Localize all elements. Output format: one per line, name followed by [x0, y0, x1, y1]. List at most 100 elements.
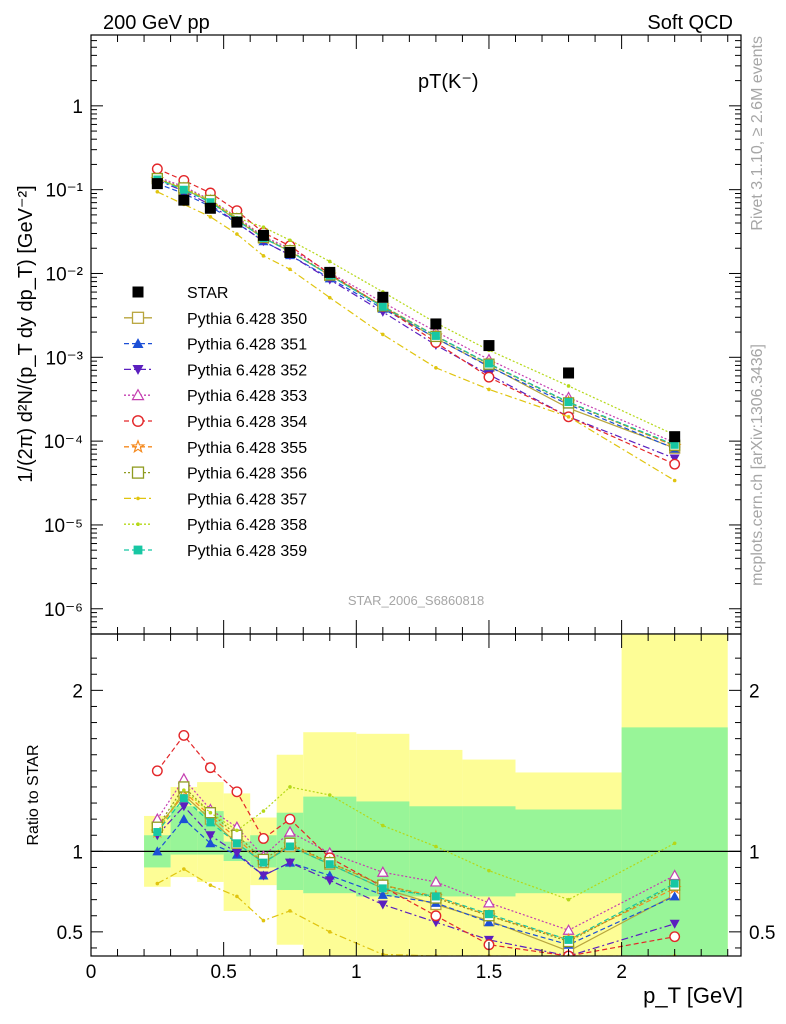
series-ratio-point	[669, 931, 681, 943]
ratio-y-tick-label: 2	[72, 681, 83, 702]
series-ratio-point	[327, 930, 332, 934]
series-ratio-point	[327, 793, 332, 797]
data-points	[151, 178, 681, 443]
series-ratio-point	[208, 883, 213, 887]
ratio-y-tick-label: 0.5	[57, 923, 83, 944]
series-ratio-point	[288, 785, 292, 789]
series-point	[669, 458, 681, 470]
series-ratio-point	[324, 876, 335, 886]
main-plot-area	[150, 163, 682, 483]
series-point	[261, 254, 266, 258]
series-ratio-point	[377, 900, 388, 910]
main-y-tick-label: 10⁻¹	[46, 181, 84, 202]
series-ratio-point	[431, 892, 440, 901]
analysis-watermark: STAR_2006_S6860818	[348, 593, 484, 608]
main-y-tick-label: 10⁻⁶	[44, 600, 83, 621]
series-ratio-point	[235, 828, 239, 833]
series-ratio-point	[232, 839, 241, 848]
ratio-y-tick-label: 1	[72, 842, 83, 863]
series-point	[208, 215, 213, 219]
series-point	[206, 198, 215, 207]
data-point	[178, 194, 190, 206]
series-line	[157, 168, 675, 465]
series-ratio-line	[156, 818, 675, 946]
series-ratio-point	[434, 844, 438, 849]
series-line	[157, 191, 676, 482]
series-ratio-point	[285, 842, 294, 851]
x-tick-label: 2	[616, 962, 627, 983]
legend: STAR Pythia 6.428 350 Pythia 6.428 351 Pyth…	[124, 285, 307, 560]
x-axis-label: p_T [GeV]	[643, 983, 743, 1008]
series-ratio-point	[182, 788, 186, 792]
legend-label: Pythia 6.428 353	[187, 388, 307, 405]
x-tick-label: 0	[86, 962, 97, 983]
series-ratio-line	[156, 805, 675, 956]
series-ratio-point	[430, 910, 442, 922]
ratio-y-tick-label-right: 0.5	[749, 923, 775, 944]
series-ratio-point	[258, 871, 269, 881]
ratio-y-axis: 0.5 0.5 1 1 2 2	[57, 657, 775, 949]
series-ratio-point	[487, 868, 491, 873]
main-y-axis: 1 10⁻¹ 10⁻² 10⁻³ 10⁻⁴ 10⁻⁵ 10⁻⁶	[44, 34, 741, 635]
ratio-frame	[90, 633, 742, 957]
series-point	[155, 189, 160, 194]
series-ratio-point	[205, 831, 216, 841]
legend-entry: Pythia 6.428 355	[124, 439, 307, 457]
series-ratio-point	[235, 894, 239, 899]
series-line	[157, 179, 675, 459]
series-ratio-point	[155, 881, 160, 886]
data-point	[324, 266, 336, 278]
main-y-tick-label: 10⁻³	[46, 348, 84, 369]
x-axis: 0 0.5 1 1.5 2	[86, 35, 729, 983]
series-ratio-point	[668, 869, 681, 881]
series-ratio-point	[204, 762, 216, 774]
legend-entry: Pythia 6.428 358	[124, 517, 307, 534]
series-point	[235, 232, 239, 236]
series-ratio-point	[669, 919, 680, 929]
series-ratio-point	[325, 860, 334, 869]
legend-label: Pythia 6.428 356	[187, 466, 307, 483]
series-ratio-point	[484, 910, 493, 919]
series-ratio-point	[483, 917, 494, 927]
legend-label: Pythia 6.428 350	[187, 311, 307, 328]
series-ratio-point	[376, 866, 389, 877]
series-ratio-point	[178, 802, 189, 812]
series-point	[487, 387, 491, 392]
series-line	[157, 178, 675, 446]
plot-title: pT(K⁻)	[418, 71, 479, 93]
series-ratio-point	[151, 765, 163, 777]
legend-marker	[136, 522, 140, 526]
legend-label: Pythia 6.428 351	[187, 337, 307, 354]
main-y-tick-label: 10⁻⁵	[44, 516, 83, 537]
main-y-tick-label: 1	[72, 97, 83, 118]
series-point	[484, 359, 493, 368]
legend-label: Pythia 6.428 352	[187, 362, 307, 379]
series-ratio-line	[156, 777, 675, 931]
legend-label: Pythia 6.428 354	[187, 414, 307, 431]
ratio-y-tick-label-right: 1	[749, 842, 760, 863]
x-tick-label: 1.5	[476, 962, 502, 983]
data-point	[204, 202, 216, 214]
main-y-tick-label: 10⁻²	[46, 264, 84, 285]
legend-label: Pythia 6.428 358	[187, 517, 307, 534]
series-ratio-point	[231, 848, 242, 858]
series-ratio-point	[566, 897, 571, 902]
legend-marker	[136, 496, 140, 501]
main-panel: 1 10⁻¹ 10⁻² 10⁻³ 10⁻⁴ 10⁻⁵ 10⁻⁶ pT(K⁻) STAR_20…	[15, 34, 742, 635]
legend-entry: Pythia 6.428 353	[124, 388, 307, 405]
data-point	[430, 318, 442, 330]
legend-label: Pythia 6.428 359	[187, 543, 307, 560]
x-tick-label: 0.5	[210, 962, 236, 983]
series-ratio-line	[156, 786, 675, 943]
series-ratio-point	[669, 891, 680, 901]
series-ratio-point	[284, 858, 295, 868]
legend-marker	[131, 466, 145, 479]
data-point	[284, 246, 296, 258]
series-ratio-point	[672, 841, 677, 846]
series-ratio-point	[564, 935, 573, 944]
x-tick-label: 1	[351, 962, 362, 983]
series-point	[327, 259, 332, 264]
header-left: 200 GeV pp	[103, 12, 210, 34]
series-point	[483, 371, 495, 383]
